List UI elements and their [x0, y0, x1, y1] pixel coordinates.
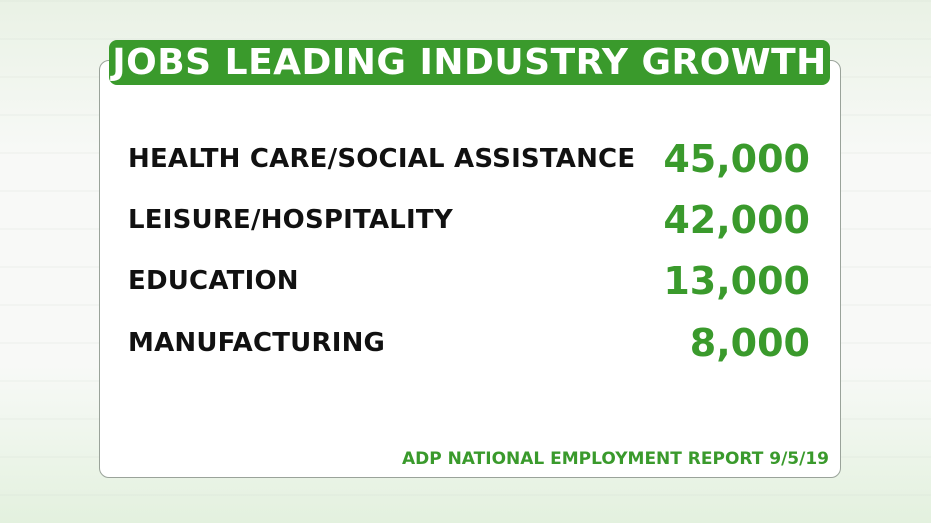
- industry-label: LEISURE/HOSPITALITY: [128, 205, 453, 235]
- jobs-value: 8,000: [689, 321, 810, 365]
- graphic-title: JOBS LEADING INDUSTRY GROWTH: [112, 41, 827, 83]
- industry-row: LEISURE/HOSPITALITY 42,000: [128, 195, 810, 245]
- jobs-value: 42,000: [663, 198, 810, 242]
- industry-label: MANUFACTURING: [128, 328, 386, 358]
- industry-label: EDUCATION: [128, 266, 299, 296]
- industry-row: HEALTH CARE/SOCIAL ASSISTANCE 45,000: [128, 134, 810, 184]
- graphic-card: [99, 60, 841, 478]
- jobs-value: 45,000: [663, 137, 810, 181]
- jobs-value: 13,000: [663, 259, 810, 303]
- source-caption: ADP NATIONAL EMPLOYMENT REPORT 9/5/19: [401, 449, 829, 469]
- industry-label: HEALTH CARE/SOCIAL ASSISTANCE: [128, 144, 636, 174]
- industry-row: EDUCATION 13,000: [128, 256, 810, 306]
- industry-row: MANUFACTURING 8,000: [128, 318, 810, 368]
- title-banner: JOBS LEADING INDUSTRY GROWTH: [109, 40, 830, 85]
